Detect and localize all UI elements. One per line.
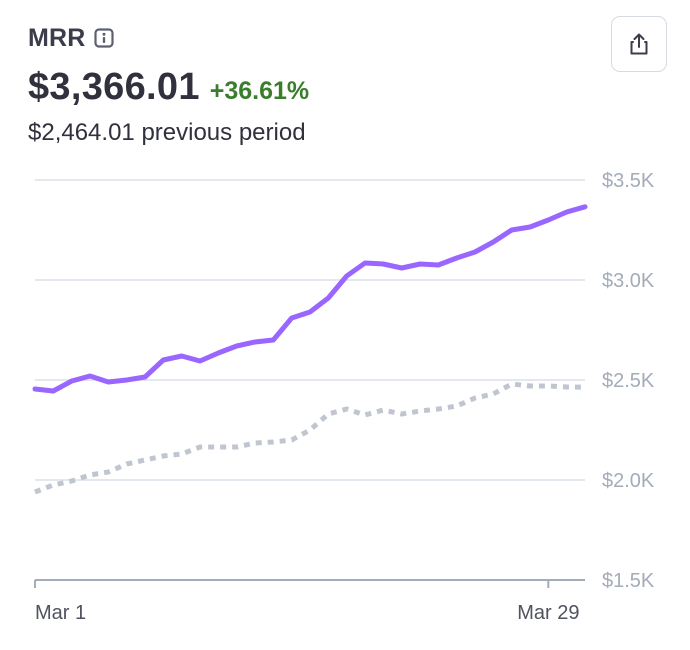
x-tick-label: Mar 29: [517, 602, 579, 624]
value-row: $3,366.01 +36.61%: [28, 66, 309, 109]
change-percentage: +36.61%: [209, 77, 310, 105]
share-export-icon: [630, 33, 648, 55]
previous-period-line: [34, 381, 586, 495]
metric-title: MRR: [28, 23, 86, 52]
current-value: $3,366.01: [28, 66, 200, 108]
metric-header: MRR $3,366.01 +36.61% $2,464.01 previous…: [28, 20, 309, 147]
y-tick-label: $2.5K: [602, 370, 655, 392]
current-period-line: [32, 204, 588, 394]
y-tick-label: $3.0K: [602, 270, 655, 292]
y-tick-label: $2.0K: [602, 470, 655, 492]
title-row: MRR: [28, 20, 309, 56]
y-tick-label: $3.5K: [602, 170, 655, 192]
export-button[interactable]: [611, 16, 667, 72]
y-tick-label: $1.5K: [602, 570, 655, 592]
x-tick-label: Mar 1: [35, 602, 86, 624]
info-icon[interactable]: [93, 28, 114, 48]
previous-period-value: $2,464.01 previous period: [28, 119, 306, 146]
